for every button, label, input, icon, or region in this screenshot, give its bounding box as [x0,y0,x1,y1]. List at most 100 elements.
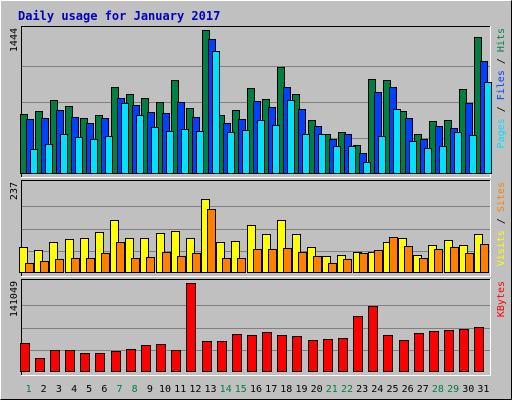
bar-visits-day-3 [49,242,58,273]
bar-pages-day-25 [393,109,401,174]
day-label-12: 12 [189,384,201,395]
day-label-16: 16 [250,384,262,395]
bar-sites-day-25 [389,237,398,273]
bar-kbytes-day-22 [338,338,348,372]
chart-title: Daily usage for January 2017 [18,9,220,23]
legend: KBytes [496,281,507,317]
bar-kbytes-day-6 [95,353,105,372]
bar-sites-day-2 [40,261,49,273]
bar-kbytes-day-13 [202,341,212,372]
bar-pages-day-7 [121,103,129,174]
bar-sites-day-18 [283,248,292,273]
legend-separator: / [496,212,507,230]
bar-pages-day-4 [75,137,83,174]
bar-pages-day-6 [105,136,113,174]
day-label-13: 13 [204,384,216,395]
bar-kbytes-day-24 [368,306,378,372]
bar-sites-day-4 [71,258,80,273]
bar-pages-day-30 [469,135,477,174]
bar-kbytes-day-2 [35,358,45,372]
bar-sites-day-11 [177,256,186,273]
legend-entry-hits: Hits [496,28,507,52]
day-label-15: 15 [235,384,247,395]
day-label-19: 19 [295,384,307,395]
bar-sites-day-9 [146,257,155,273]
legend: Pages / Files / Hits [496,28,507,148]
day-label-29: 29 [447,384,459,395]
day-label-22: 22 [341,384,353,395]
bar-visits-day-8 [125,238,134,273]
bar-sites-day-8 [131,258,140,273]
bar-pages-day-29 [454,132,462,174]
bar-pages-day-17 [272,125,280,174]
bar-sites-day-27 [419,258,428,273]
day-label-8: 8 [132,384,138,395]
bar-visits-day-6 [95,232,104,273]
bar-pages-day-3 [60,134,68,174]
bar-visits-day-14 [216,242,225,273]
bar-sites-day-7 [116,242,125,273]
series-pages [30,51,492,174]
bar-sites-day-20 [313,256,322,273]
bar-pages-day-18 [287,100,295,174]
legend: Visits / Sites [496,182,507,266]
bar-pages-day-12 [196,131,204,174]
chart-panel-2: 237 Visits / Sites [9,180,507,277]
bar-pages-day-15 [242,130,250,174]
bar-pages-day-9 [151,127,159,174]
bar-pages-day-1 [30,149,38,174]
legend-separator: / [496,52,507,70]
legend-entry-kbytes: KBytes [496,281,507,317]
bar-kbytes-day-11 [171,350,181,372]
bar-pages-day-23 [363,162,371,174]
bar-kbytes-day-15 [232,334,242,372]
bar-kbytes-day-27 [414,333,424,372]
bar-pages-day-13 [212,51,220,174]
day-label-24: 24 [371,384,383,395]
day-label-30: 30 [462,384,474,395]
y-axis-max-label: 237 [9,182,20,200]
bar-sites-day-24 [374,250,383,273]
y-axis-max-label: 1444 [9,28,20,52]
bar-visits-day-18 [277,220,286,273]
bar-sites-day-1 [25,263,34,273]
bar-kbytes-day-3 [50,350,60,372]
day-label-17: 17 [265,384,277,395]
bar-kbytes-day-23 [353,316,363,372]
bar-pages-day-16 [257,120,265,174]
bar-sites-day-15 [237,258,246,273]
bar-sites-day-10 [162,252,171,273]
day-label-7: 7 [116,384,122,395]
bar-pages-day-20 [318,134,326,174]
bar-visits-day-1 [19,247,28,273]
series-kbytes [20,283,484,372]
bar-kbytes-day-29 [444,330,454,372]
bar-pages-day-26 [409,141,417,174]
day-label-21: 21 [326,384,338,395]
bar-kbytes-day-17 [262,332,272,372]
day-label-6: 6 [101,384,107,395]
legend-separator: / [496,100,507,118]
day-label-2: 2 [41,384,47,395]
day-label-10: 10 [159,384,171,395]
bar-kbytes-day-31 [474,327,484,372]
bar-kbytes-day-10 [156,344,166,372]
day-label-27: 27 [417,384,429,395]
bar-kbytes-day-28 [429,331,439,372]
bar-kbytes-day-7 [111,351,121,372]
bar-kbytes-day-9 [141,345,151,372]
bar-kbytes-day-4 [65,350,75,372]
bar-pages-day-24 [378,136,386,174]
day-label-31: 31 [477,384,489,395]
day-label-14: 14 [220,384,232,395]
bar-pages-day-10 [166,131,174,174]
bar-pages-day-31 [484,82,492,174]
legend-entry-visits: Visits [496,230,507,266]
bar-sites-day-28 [434,249,443,273]
bar-sites-day-16 [253,249,262,273]
bar-kbytes-day-5 [80,353,90,372]
bar-sites-day-29 [450,247,459,273]
bar-kbytes-day-12 [186,283,196,372]
